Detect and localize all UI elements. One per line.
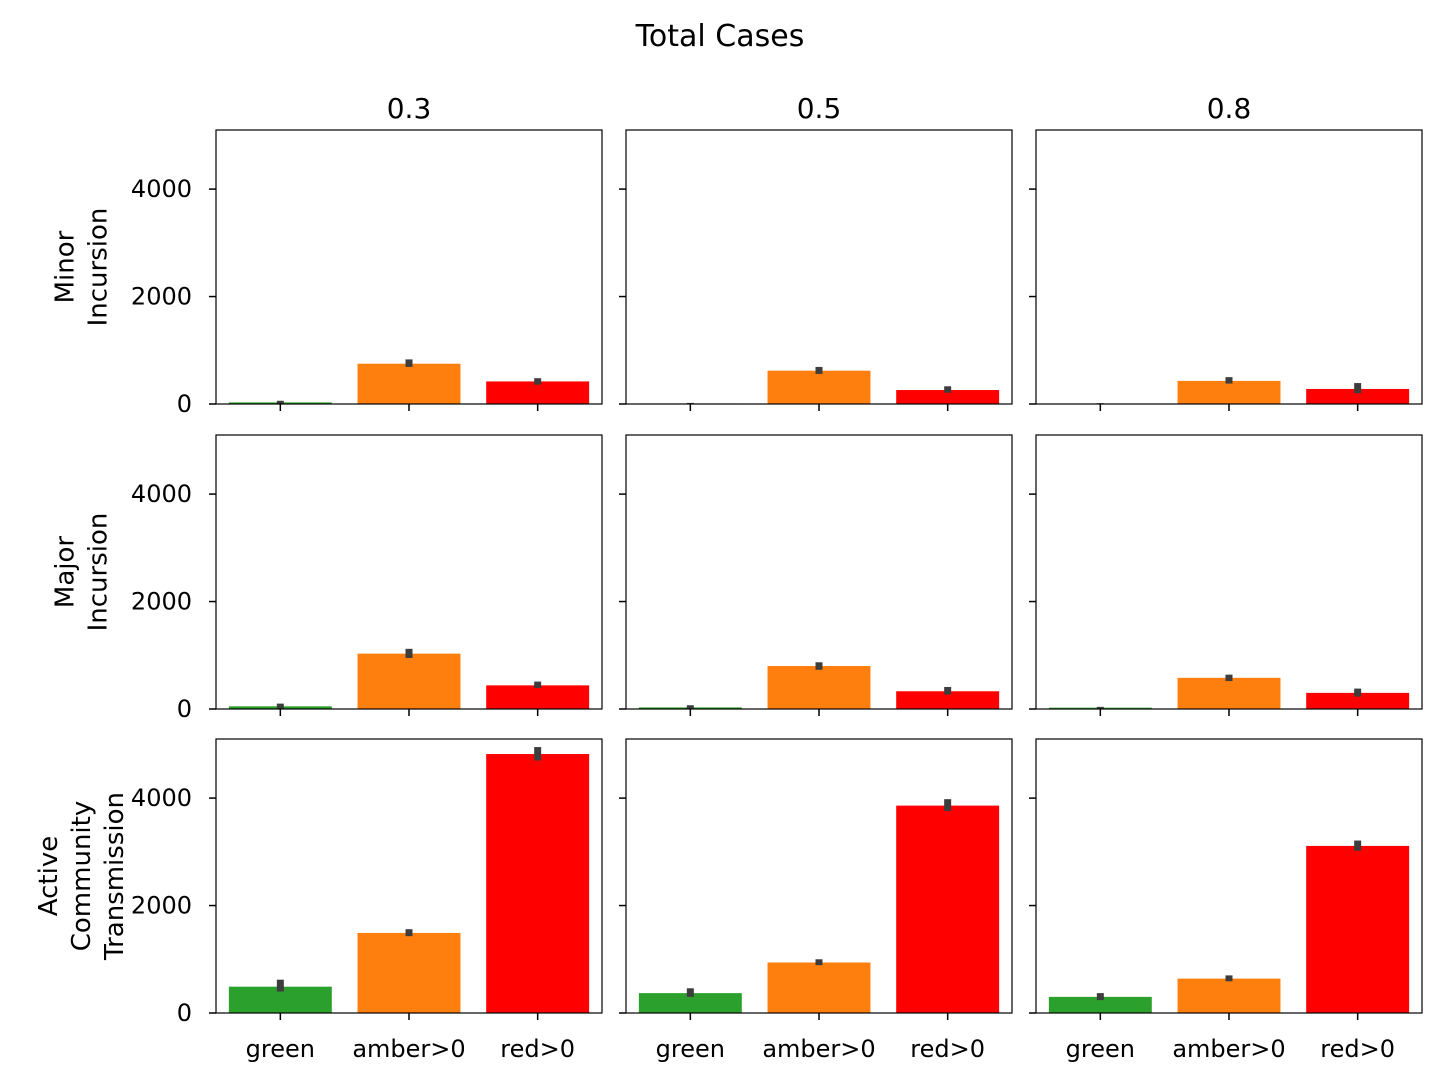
column-title: 0.8	[1207, 92, 1252, 125]
bar-red0	[486, 381, 590, 404]
x-tick-label: green	[246, 1035, 315, 1063]
row-label: Minor	[51, 230, 81, 303]
row-label: Major	[51, 536, 81, 608]
bar-amber0	[767, 666, 871, 709]
bar-amber0	[357, 932, 461, 1013]
y-tick-label: 4000	[131, 784, 192, 812]
bar-red0	[896, 805, 1000, 1013]
y-tick-label: 4000	[131, 480, 192, 508]
row-label: Incursion	[84, 208, 114, 327]
y-tick-label: 2000	[131, 892, 192, 920]
x-tick-label: amber>0	[1172, 1035, 1285, 1063]
bar-amber0	[1177, 978, 1281, 1013]
row-label: Transmission	[100, 792, 130, 961]
x-tick-label: amber>0	[762, 1035, 875, 1063]
bar-red0	[1306, 388, 1410, 404]
panel-frame	[1035, 129, 1423, 405]
bar-red0	[1306, 845, 1410, 1013]
chart-title: Total Cases	[635, 19, 805, 54]
panel-frame	[1035, 434, 1423, 710]
bar-red0	[896, 390, 1000, 404]
bar-red0	[1306, 692, 1410, 709]
bar-green	[1048, 996, 1152, 1013]
bar-amber0	[767, 370, 871, 404]
bar-red0	[486, 754, 590, 1013]
bar-amber0	[1177, 677, 1281, 709]
x-tick-label: green	[656, 1035, 725, 1063]
x-tick-label: red>0	[1320, 1035, 1395, 1063]
column-title: 0.3	[387, 92, 432, 125]
x-tick-label: green	[1066, 1035, 1135, 1063]
y-tick-label: 0	[177, 390, 192, 418]
bar-amber0	[357, 653, 461, 709]
bar-amber0	[1177, 380, 1281, 404]
x-tick-label: red>0	[500, 1035, 575, 1063]
bar-red0	[486, 685, 590, 709]
row-label: Incursion	[84, 513, 114, 632]
x-tick-label: amber>0	[352, 1035, 465, 1063]
column-title: 0.5	[797, 92, 842, 125]
bar-red0	[896, 691, 1000, 709]
y-tick-label: 2000	[131, 588, 192, 616]
y-tick-label: 0	[177, 999, 192, 1027]
x-tick-label: red>0	[910, 1035, 985, 1063]
bar-amber0	[767, 962, 871, 1013]
row-label: Community	[67, 801, 97, 951]
y-tick-label: 0	[177, 695, 192, 723]
bar-green	[638, 993, 742, 1013]
bar-amber0	[357, 363, 461, 404]
y-tick-label: 2000	[131, 283, 192, 311]
y-tick-label: 4000	[131, 175, 192, 203]
panel-frame	[625, 129, 1013, 405]
row-label: Active	[34, 836, 64, 916]
